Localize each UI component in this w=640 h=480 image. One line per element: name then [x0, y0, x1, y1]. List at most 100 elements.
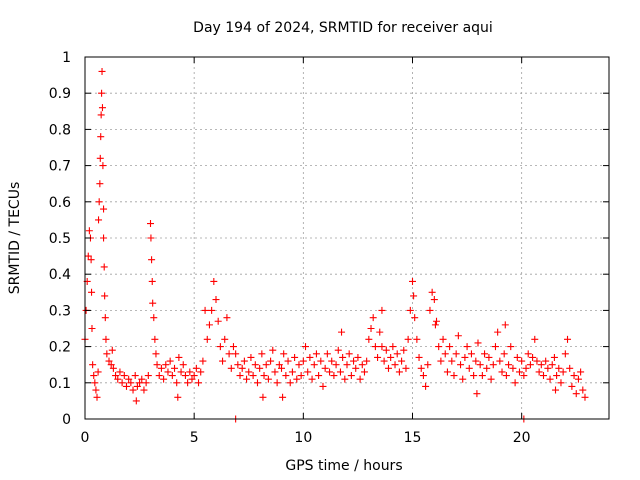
- data-point: [181, 372, 189, 380]
- y-tick-labels: 0 0.1 0.2 0.3 0.4 0.5 0.6 0.7 0.8 0.9 1: [49, 50, 71, 428]
- data-point: [144, 372, 152, 380]
- data-point: [555, 364, 563, 372]
- data-point: [100, 263, 108, 271]
- data-point: [245, 368, 253, 376]
- y-tick-label: 0.4: [49, 267, 71, 283]
- data-point: [131, 372, 139, 380]
- data-point: [216, 343, 224, 351]
- y-tick-label: 0: [62, 412, 71, 428]
- data-point: [374, 353, 382, 361]
- x-tick-label: 0: [81, 430, 90, 446]
- data-point: [179, 361, 187, 369]
- data-point: [190, 372, 198, 380]
- data-point: [568, 382, 576, 390]
- data-point: [428, 288, 436, 296]
- data-point: [422, 382, 430, 390]
- data-point: [253, 379, 261, 387]
- data-point: [473, 390, 481, 398]
- data-point: [262, 361, 270, 369]
- data-point: [88, 288, 96, 296]
- data-point: [247, 353, 255, 361]
- y-tick-label: 0.8: [49, 122, 71, 138]
- data-point: [243, 375, 251, 383]
- data-point: [338, 328, 346, 336]
- data-point: [354, 353, 362, 361]
- data-point: [522, 364, 530, 372]
- data-point: [269, 346, 277, 354]
- data-point: [502, 372, 510, 380]
- data-point: [566, 364, 574, 372]
- data-point: [382, 346, 390, 354]
- data-point: [195, 379, 203, 387]
- data-point: [105, 357, 113, 365]
- data-point: [321, 364, 329, 372]
- data-point: [345, 350, 353, 358]
- data-point: [225, 350, 233, 358]
- data-point: [99, 162, 107, 170]
- data-point: [162, 361, 170, 369]
- data-point: [177, 368, 185, 376]
- data-point: [402, 364, 410, 372]
- y-tick-label: 0.7: [49, 159, 71, 175]
- data-point: [142, 379, 150, 387]
- data-point: [472, 357, 480, 365]
- data-point: [133, 382, 141, 390]
- data-point: [358, 361, 366, 369]
- data-point: [494, 328, 502, 336]
- data-point: [413, 335, 421, 343]
- data-point: [352, 364, 360, 372]
- data-point: [376, 328, 384, 336]
- data-point: [199, 357, 207, 365]
- data-point: [415, 353, 423, 361]
- data-point: [430, 296, 438, 304]
- data-point: [103, 350, 111, 358]
- data-point: [326, 368, 334, 376]
- y-tick-label: 1: [62, 50, 71, 66]
- data-point: [343, 361, 351, 369]
- data-point: [282, 372, 290, 380]
- y-tick-label: 0.2: [49, 340, 71, 356]
- data-point: [581, 393, 589, 401]
- data-point: [155, 372, 163, 380]
- data-point: [496, 357, 504, 365]
- data-point: [483, 364, 491, 372]
- data-point: [129, 386, 137, 394]
- data-point: [323, 350, 331, 358]
- data-point: [260, 372, 268, 380]
- y-tick-label: 0.1: [49, 376, 71, 392]
- data-point: [336, 368, 344, 376]
- data-point: [463, 343, 471, 351]
- data-point: [100, 234, 108, 242]
- data-point: [295, 361, 303, 369]
- data-point: [203, 335, 211, 343]
- data-point: [306, 353, 314, 361]
- data-point: [380, 357, 388, 365]
- data-point: [149, 299, 157, 307]
- data-point: [459, 375, 467, 383]
- data-point: [140, 386, 148, 394]
- data-point: [85, 227, 93, 235]
- data-point: [273, 379, 281, 387]
- data-point: [101, 292, 109, 300]
- data-point: [467, 350, 475, 358]
- data-point: [251, 361, 259, 369]
- data-point: [378, 343, 386, 351]
- data-point: [387, 353, 395, 361]
- data-point: [232, 350, 240, 358]
- data-point: [542, 357, 550, 365]
- data-point: [417, 364, 425, 372]
- data-point: [286, 379, 294, 387]
- data-point: [446, 343, 454, 351]
- data-point: [564, 335, 572, 343]
- data-point: [330, 372, 338, 380]
- data-point: [574, 375, 582, 383]
- data-point: [540, 372, 547, 380]
- data-point: [360, 368, 368, 376]
- data-point: [208, 306, 216, 314]
- data-point: [347, 372, 355, 380]
- data-point: [102, 335, 110, 343]
- data-point: [489, 361, 497, 369]
- data-point: [350, 357, 358, 365]
- data-point: [476, 361, 484, 369]
- data-point: [271, 368, 279, 376]
